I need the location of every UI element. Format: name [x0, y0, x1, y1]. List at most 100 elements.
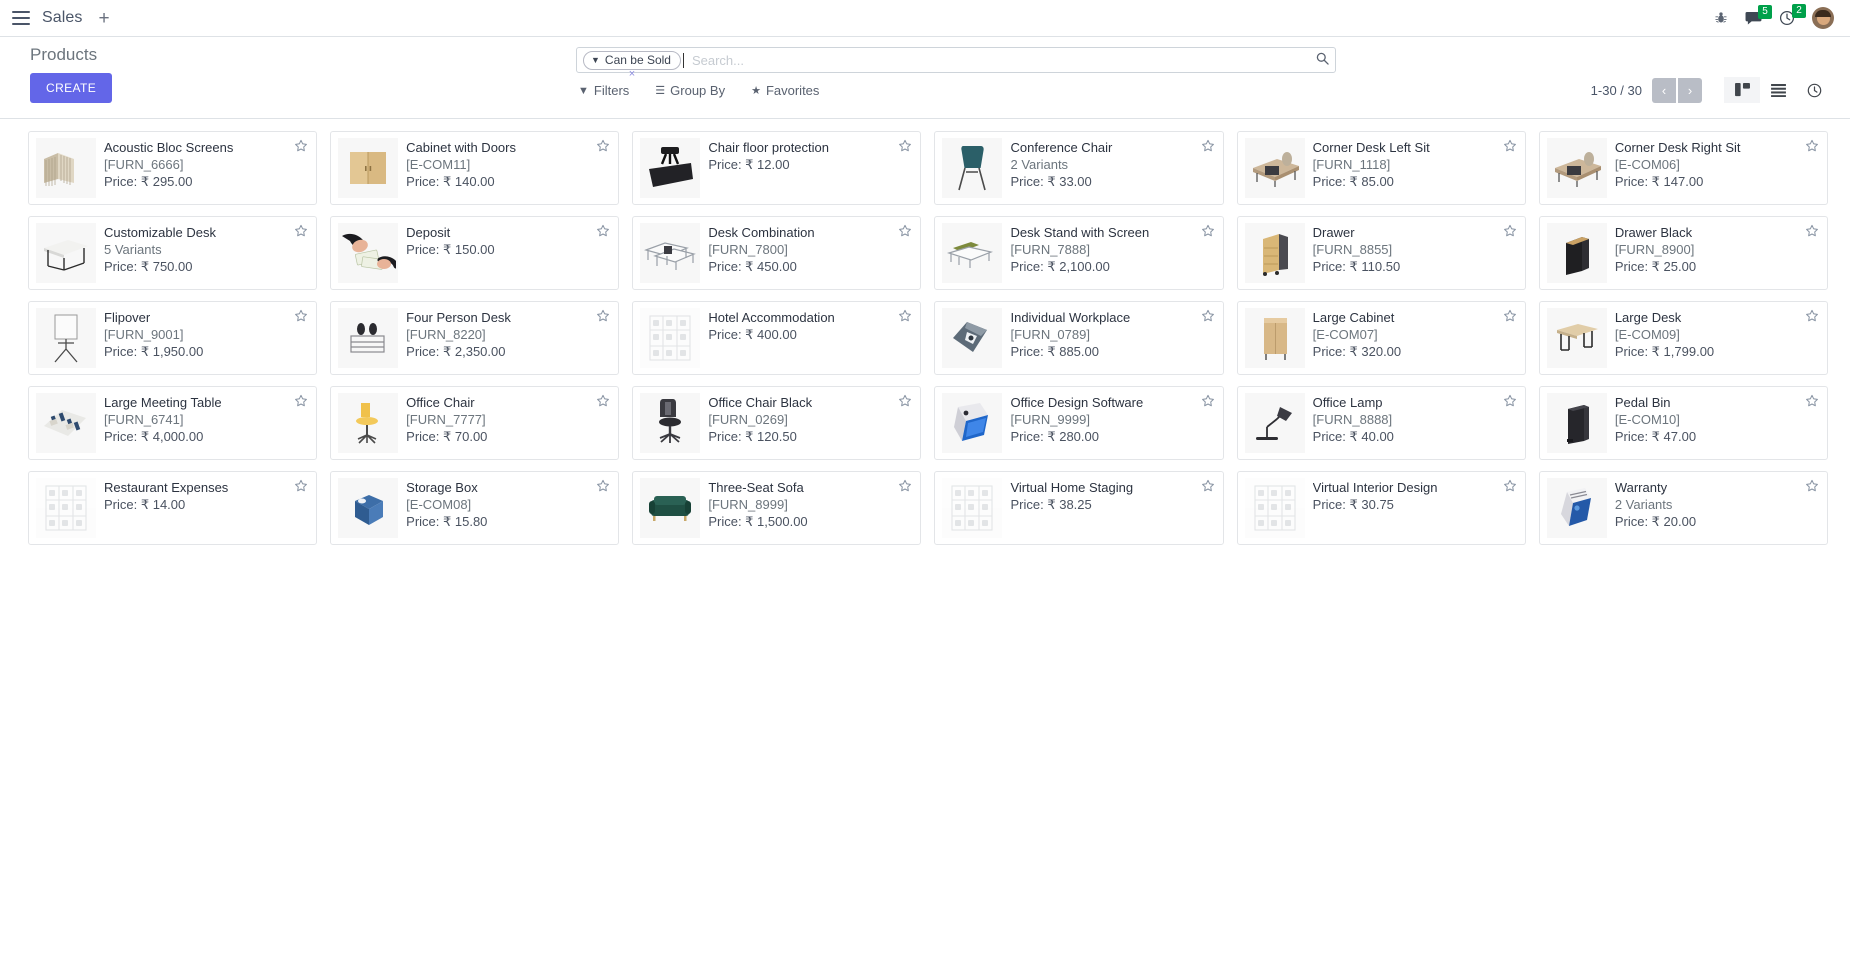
product-reference: [FURN_8888]: [1312, 412, 1393, 427]
product-price: Price: ₹ 750.00: [104, 259, 193, 274]
search-facet-can-be-sold[interactable]: ▼ Can be Sold ×: [583, 50, 681, 80]
favorites-dropdown[interactable]: ★ Favorites: [751, 83, 819, 98]
favorite-star-icon[interactable]: [1503, 394, 1517, 410]
star-icon: ★: [751, 85, 761, 97]
list-view-button[interactable]: [1760, 77, 1796, 103]
product-card[interactable]: Deposit Price: ₹ 150.00: [330, 216, 620, 290]
favorite-star-icon[interactable]: [596, 394, 610, 410]
product-price: Price: ₹ 150.00: [406, 242, 495, 257]
product-image: [338, 393, 399, 453]
product-card[interactable]: Office Chair Black [FURN_0269] Price: ₹ 12…: [632, 386, 922, 460]
product-card[interactable]: Four Person Desk [FURN_8220] Price: ₹ 2,35…: [330, 301, 620, 375]
favorite-star-icon[interactable]: [898, 139, 912, 155]
favorite-star-icon[interactable]: [1201, 224, 1215, 240]
group-by-dropdown[interactable]: ☰ Group By: [655, 83, 725, 98]
favorite-star-icon[interactable]: [294, 139, 308, 155]
product-card-body: Corner Desk Left Sit [FURN_1118] Price: ₹ …: [1313, 138, 1517, 198]
product-card[interactable]: Conference Chair 2 Variants Price: ₹ 33.00: [934, 131, 1224, 205]
product-reference: [FURN_9999]: [1010, 412, 1090, 427]
search-area: ▼ Can be Sold × ▼ Filters ☰ Group By: [576, 45, 1834, 98]
favorite-star-icon[interactable]: [596, 224, 610, 240]
favorite-star-icon[interactable]: [898, 309, 912, 325]
product-card[interactable]: Three-Seat Sofa [FURN_8999] Price: ₹ 1,500…: [632, 471, 922, 545]
product-card[interactable]: Hotel Accommodation Price: ₹ 400.00: [632, 301, 922, 375]
favorite-star-icon[interactable]: [1805, 139, 1819, 155]
product-price: Price: ₹ 33.00: [1010, 174, 1092, 189]
product-image: [338, 223, 399, 283]
hamburger-icon[interactable]: [12, 11, 30, 25]
product-card-body: Large Desk [E-COM09] Price: ₹ 1,799.00: [1615, 308, 1819, 368]
app-brand-sales[interactable]: Sales: [42, 9, 83, 26]
product-card[interactable]: Office Chair [FURN_7777] Price: ₹ 70.00: [330, 386, 620, 460]
favorite-star-icon[interactable]: [1805, 394, 1819, 410]
product-card[interactable]: Flipover [FURN_9001] Price: ₹ 1,950.00: [28, 301, 318, 375]
favorite-star-icon[interactable]: [1805, 309, 1819, 325]
product-card[interactable]: Office Lamp [FURN_8888] Price: ₹ 40.00: [1236, 386, 1526, 460]
product-name: Customizable Desk: [104, 225, 216, 240]
product-reference: [E-COM08]: [406, 497, 472, 512]
favorite-star-icon[interactable]: [1503, 139, 1517, 155]
search-bar[interactable]: ▼ Can be Sold ×: [576, 47, 1336, 80]
product-card[interactable]: Large Meeting Table [FURN_6741] Price: ₹ 4…: [28, 386, 318, 460]
favorite-star-icon[interactable]: [294, 394, 308, 410]
search-input[interactable]: [689, 51, 1310, 69]
activity-clock-icon[interactable]: 2: [1779, 4, 1806, 26]
new-tab-plus-icon[interactable]: +: [98, 7, 110, 29]
product-reference: [FURN_8900]: [1614, 242, 1695, 257]
favorite-star-icon[interactable]: [294, 309, 308, 325]
product-card[interactable]: Desk Combination [FURN_7800] Price: ₹ 450.…: [632, 216, 922, 290]
search-icon[interactable]: [1316, 52, 1329, 68]
favorite-star-icon[interactable]: [596, 139, 610, 155]
product-card[interactable]: Large Cabinet [E-COM07] Price: ₹ 320.00: [1236, 301, 1526, 375]
activity-view-button[interactable]: [1796, 77, 1832, 103]
product-card[interactable]: Desk Stand with Screen [FURN_7888] Price: …: [934, 216, 1224, 290]
favorite-star-icon[interactable]: [294, 479, 308, 495]
product-card[interactable]: Pedal Bin [E-COM10] Price: ₹ 47.00: [1538, 386, 1828, 460]
breadcrumb[interactable]: Products: [30, 45, 98, 64]
product-card[interactable]: Restaurant Expenses Price: ₹ 14.00: [28, 471, 318, 545]
favorite-star-icon[interactable]: [1201, 309, 1215, 325]
user-avatar[interactable]: [1812, 7, 1834, 29]
create-button[interactable]: CREATE: [30, 73, 113, 103]
product-card-body: Large Meeting Table [FURN_6741] Price: ₹ 4…: [104, 393, 308, 453]
product-card[interactable]: Virtual Home Staging Price: ₹ 38.25: [934, 471, 1224, 545]
product-card[interactable]: Chair floor protection Price: ₹ 12.00: [632, 131, 922, 205]
product-card[interactable]: Cabinet with Doors [E-COM11] Price: ₹ 140.…: [330, 131, 620, 205]
favorite-star-icon[interactable]: [898, 479, 912, 495]
product-card[interactable]: Virtual Interior Design Price: ₹ 30.75: [1236, 471, 1526, 545]
filters-dropdown[interactable]: ▼ Filters: [578, 83, 629, 98]
product-card[interactable]: Storage Box [E-COM08] Price: ₹ 15.80: [330, 471, 620, 545]
pager-previous-button[interactable]: ‹: [1652, 77, 1676, 103]
product-card[interactable]: Customizable Desk 5 Variants Price: ₹ 750.…: [28, 216, 318, 290]
kanban-view-button[interactable]: [1724, 77, 1760, 103]
favorite-star-icon[interactable]: [1503, 479, 1517, 495]
product-card[interactable]: Individual Workplace [FURN_0789] Price: ₹ …: [934, 301, 1224, 375]
favorite-star-icon[interactable]: [596, 479, 610, 495]
favorite-star-icon[interactable]: [898, 394, 912, 410]
product-card[interactable]: Office Design Software [FURN_9999] Price: …: [934, 386, 1224, 460]
messages-icon[interactable]: 5: [1745, 4, 1772, 26]
pager-next-button[interactable]: ›: [1678, 77, 1702, 103]
favorite-star-icon[interactable]: [596, 309, 610, 325]
product-card[interactable]: Acoustic Bloc Screens [FURN_6666] Price: ₹…: [28, 131, 318, 205]
favorite-star-icon[interactable]: [294, 224, 308, 240]
favorite-star-icon[interactable]: [1805, 224, 1819, 240]
product-card[interactable]: Large Desk [E-COM09] Price: ₹ 1,799.00: [1538, 301, 1828, 375]
favorite-star-icon[interactable]: [1201, 139, 1215, 155]
product-card[interactable]: Corner Desk Left Sit [FURN_1118] Price: ₹ …: [1236, 131, 1526, 205]
favorite-star-icon[interactable]: [1805, 479, 1819, 495]
product-price: Price: ₹ 2,350.00: [406, 344, 506, 359]
product-card[interactable]: Warranty 2 Variants Price: ₹ 20.00: [1538, 471, 1828, 545]
facet-remove-icon[interactable]: ×: [628, 67, 636, 80]
bug-icon[interactable]: [1714, 11, 1728, 25]
product-card[interactable]: Drawer Black [FURN_8900] Price: ₹ 25.00: [1538, 216, 1828, 290]
favorite-star-icon[interactable]: [1201, 479, 1215, 495]
facet-label: Can be Sold: [604, 53, 671, 67]
favorite-star-icon[interactable]: [1201, 394, 1215, 410]
product-card[interactable]: Drawer [FURN_8855] Price: ₹ 110.50: [1236, 216, 1526, 290]
favorite-star-icon[interactable]: [1503, 309, 1517, 325]
product-card-body: Office Chair [FURN_7777] Price: ₹ 70.00: [406, 393, 610, 453]
product-card[interactable]: Corner Desk Right Sit [E-COM06] Price: ₹ 1…: [1538, 131, 1828, 205]
favorite-star-icon[interactable]: [1503, 224, 1517, 240]
favorite-star-icon[interactable]: [898, 224, 912, 240]
